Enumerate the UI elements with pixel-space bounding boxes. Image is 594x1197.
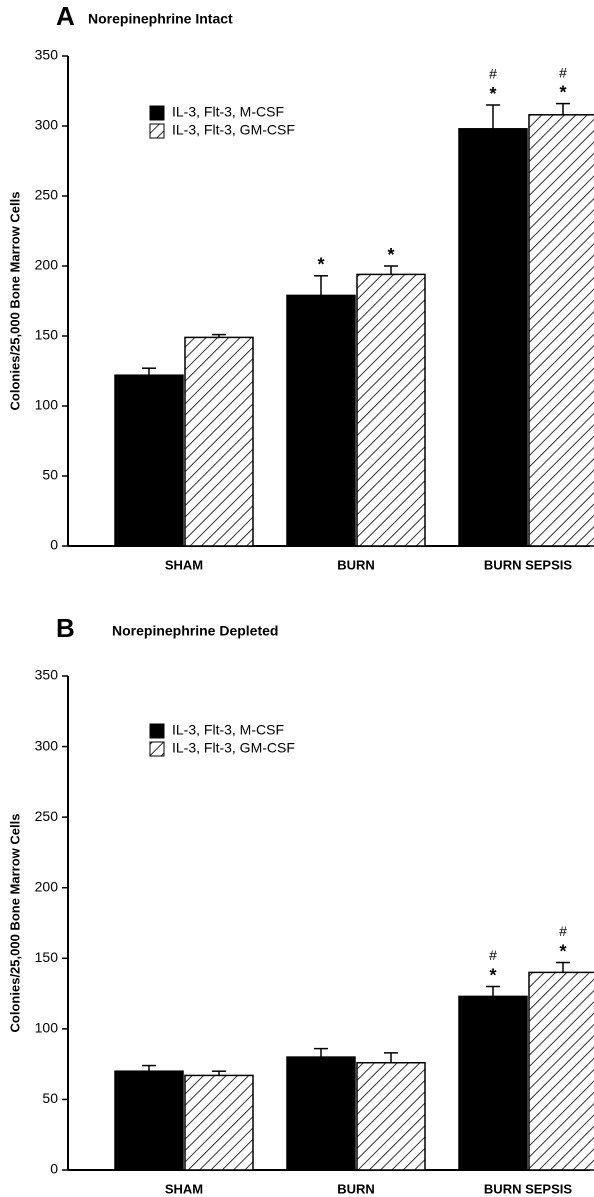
x-tick-label: BURN [337, 1181, 375, 1196]
y-tick-label: 50 [42, 467, 58, 483]
y-tick-label: 200 [35, 257, 59, 273]
x-tick-label: BURN [337, 557, 375, 572]
bar [184, 336, 254, 547]
y-tick-label: 100 [35, 397, 59, 413]
y-tick-label: 0 [50, 537, 58, 553]
bar [286, 294, 356, 547]
bar [114, 374, 184, 547]
bar [286, 1056, 356, 1171]
y-tick-label: 300 [35, 737, 59, 753]
significance-star: * [559, 941, 566, 961]
significance-hash: # [489, 66, 497, 82]
y-tick-label: 100 [35, 1020, 59, 1036]
legend-swatch [149, 723, 165, 739]
significance-star: * [559, 82, 566, 102]
y-tick-label: 50 [42, 1090, 58, 1106]
y-tick-label: 200 [35, 878, 59, 894]
bar [458, 995, 528, 1171]
bar [356, 1061, 426, 1171]
significance-hash: # [489, 947, 497, 963]
bar [528, 971, 594, 1171]
chart-title: Norepinephrine Depleted [112, 623, 278, 639]
significance-star: * [489, 965, 496, 985]
significance-star: * [387, 245, 394, 265]
legend-swatch [149, 123, 165, 139]
y-tick-label: 150 [35, 327, 59, 343]
y-tick-label: 350 [35, 667, 59, 683]
legend-swatch [149, 105, 165, 121]
y-axis-label: Colonies/25,000 Bone Marrow Cells [7, 192, 22, 411]
significance-hash: # [559, 923, 567, 939]
bar [458, 128, 528, 547]
x-tick-label: SHAM [165, 1181, 203, 1196]
legend-label: IL-3, Flt-3, GM-CSF [172, 740, 295, 756]
y-tick-label: 250 [35, 808, 59, 824]
bar [114, 1070, 184, 1171]
x-tick-label: BURN SEPSIS [484, 1181, 572, 1196]
significance-hash: # [559, 64, 567, 80]
y-axis-label: Colonies/25,000 Bone Marrow Cells [7, 814, 22, 1033]
y-tick-label: 350 [35, 47, 59, 63]
legend-label: IL-3, Flt-3, M-CSF [172, 722, 284, 738]
bar [184, 1074, 254, 1171]
x-tick-label: SHAM [165, 557, 203, 572]
legend-label: IL-3, Flt-3, GM-CSF [172, 122, 295, 138]
chart-title: Norepinephrine Intact [88, 11, 233, 27]
x-tick-label: BURN SEPSIS [484, 557, 572, 572]
y-tick-label: 250 [35, 187, 59, 203]
y-tick-label: 150 [35, 949, 59, 965]
panel-label: B [56, 613, 75, 643]
bar [356, 273, 426, 547]
significance-star: * [317, 255, 324, 275]
legend-swatch [149, 741, 165, 757]
y-tick-label: 0 [50, 1161, 58, 1177]
significance-star: * [489, 84, 496, 104]
bar [528, 114, 594, 547]
y-tick-label: 300 [35, 117, 59, 133]
legend-label: IL-3, Flt-3, M-CSF [172, 104, 284, 120]
panel-label: A [56, 1, 75, 31]
